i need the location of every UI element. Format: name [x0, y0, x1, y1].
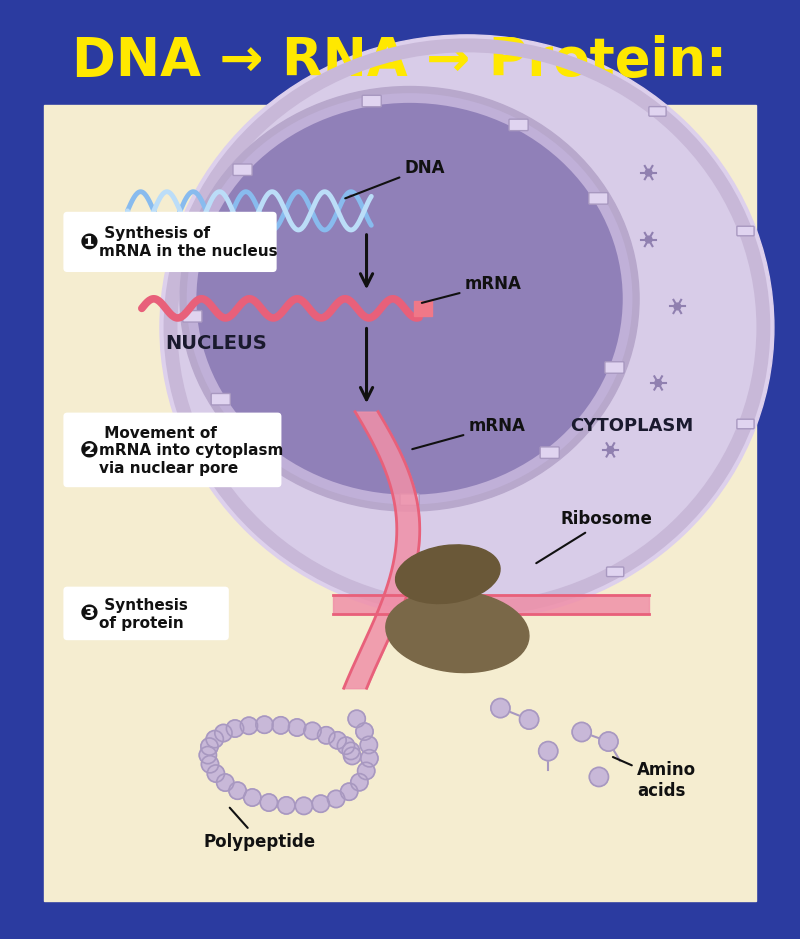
FancyBboxPatch shape [63, 212, 277, 272]
Circle shape [519, 710, 538, 729]
FancyBboxPatch shape [63, 412, 282, 487]
Circle shape [350, 774, 368, 791]
Ellipse shape [386, 591, 529, 672]
FancyBboxPatch shape [737, 419, 754, 429]
Circle shape [304, 722, 321, 740]
Circle shape [655, 379, 662, 386]
Text: Ribosome: Ribosome [536, 511, 653, 563]
Circle shape [607, 447, 614, 454]
Text: mRNA: mRNA [412, 417, 526, 449]
FancyBboxPatch shape [589, 192, 608, 204]
Text: CYTOPLASM: CYTOPLASM [570, 417, 694, 435]
Circle shape [272, 716, 290, 734]
Circle shape [646, 237, 652, 243]
Ellipse shape [170, 45, 763, 609]
Circle shape [260, 794, 278, 811]
FancyBboxPatch shape [509, 119, 528, 131]
Circle shape [312, 795, 330, 812]
Circle shape [229, 782, 246, 799]
FancyBboxPatch shape [737, 226, 754, 236]
FancyBboxPatch shape [400, 494, 419, 505]
Circle shape [674, 303, 681, 310]
Text: Amino
acids: Amino acids [613, 757, 696, 800]
Bar [18, 21, 782, 100]
Circle shape [590, 767, 609, 787]
Circle shape [646, 169, 652, 176]
Text: mRNA: mRNA [422, 275, 522, 303]
Circle shape [217, 774, 234, 792]
Ellipse shape [191, 98, 627, 500]
FancyBboxPatch shape [233, 164, 252, 176]
Circle shape [341, 783, 358, 800]
Bar [44, 104, 756, 901]
FancyBboxPatch shape [362, 96, 382, 107]
Circle shape [318, 727, 335, 744]
FancyBboxPatch shape [540, 447, 559, 458]
Circle shape [202, 756, 218, 773]
Circle shape [295, 797, 313, 814]
Circle shape [327, 791, 345, 808]
Ellipse shape [160, 35, 774, 620]
Circle shape [338, 737, 354, 754]
Circle shape [244, 789, 261, 806]
Circle shape [240, 717, 258, 734]
Circle shape [361, 749, 378, 767]
FancyBboxPatch shape [211, 393, 230, 405]
Circle shape [348, 710, 366, 728]
Text: ❸: ❸ [80, 605, 98, 624]
Circle shape [256, 716, 273, 733]
Text: DNA → RNA → Protein:: DNA → RNA → Protein: [73, 35, 727, 86]
Text: Synthesis of
mRNA in the nucleus: Synthesis of mRNA in the nucleus [98, 226, 278, 258]
Circle shape [289, 719, 306, 736]
FancyBboxPatch shape [183, 311, 202, 322]
Circle shape [215, 724, 232, 742]
FancyBboxPatch shape [606, 567, 624, 577]
Circle shape [360, 736, 378, 753]
Circle shape [343, 747, 361, 764]
Text: ❶: ❶ [80, 232, 98, 253]
Text: Synthesis
of protein: Synthesis of protein [98, 598, 188, 631]
FancyBboxPatch shape [458, 605, 475, 614]
Circle shape [342, 743, 359, 760]
Circle shape [491, 699, 510, 717]
FancyBboxPatch shape [63, 587, 229, 640]
Text: ❷: ❷ [80, 440, 98, 461]
Text: Polypeptide: Polypeptide [204, 808, 316, 851]
Circle shape [329, 731, 346, 749]
Text: NUCLEUS: NUCLEUS [166, 334, 267, 353]
Circle shape [358, 762, 375, 779]
Ellipse shape [180, 86, 639, 511]
FancyBboxPatch shape [605, 362, 624, 373]
Text: Movement of
mRNA into cytoplasm
via nuclear pore: Movement of mRNA into cytoplasm via nucl… [98, 426, 283, 476]
Circle shape [538, 742, 558, 761]
Circle shape [572, 722, 591, 742]
Circle shape [599, 732, 618, 751]
Bar [414, 300, 431, 316]
Circle shape [278, 797, 295, 814]
Circle shape [226, 720, 244, 737]
Ellipse shape [395, 545, 500, 604]
FancyBboxPatch shape [649, 107, 666, 116]
Circle shape [201, 738, 218, 755]
Circle shape [206, 731, 223, 747]
Ellipse shape [170, 45, 763, 609]
Text: DNA: DNA [346, 159, 446, 198]
Circle shape [356, 723, 373, 740]
Circle shape [199, 747, 217, 763]
Circle shape [207, 765, 225, 782]
